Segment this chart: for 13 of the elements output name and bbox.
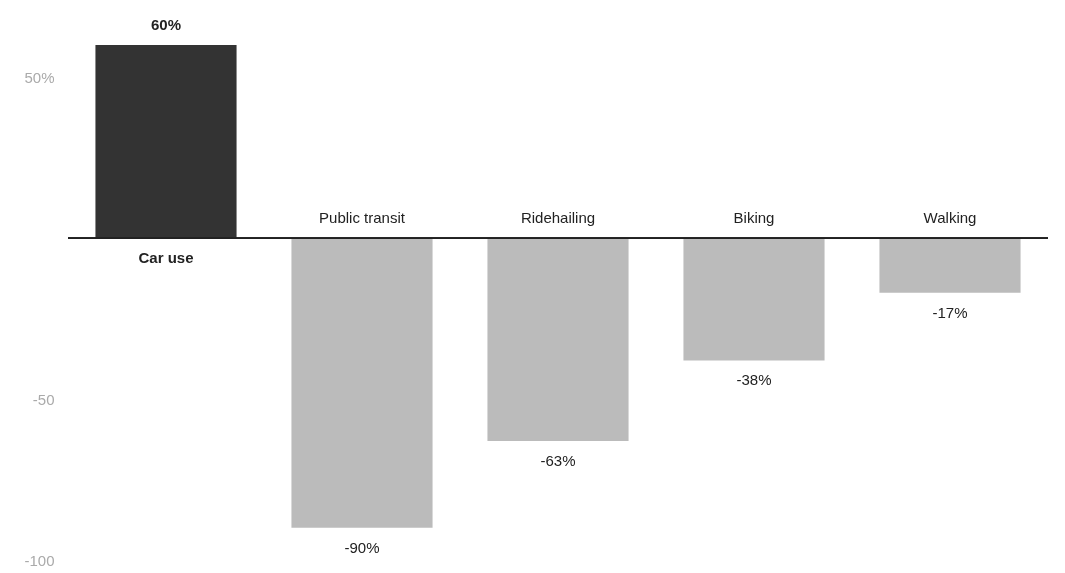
data-label: -90% [344,538,380,556]
x-tick-label: Ridehailing [520,209,596,227]
data-label: -38% [736,371,772,389]
x-tick-label: Walking [923,209,977,227]
y-tick-label: 50% [24,68,55,86]
data-label: -63% [540,451,576,469]
x-tick-label: Biking [733,209,775,227]
x-tick-label: Public transit [319,209,406,227]
data-label: 60% [150,16,182,33]
data-label: -17% [932,303,968,321]
x-tick-label: Car use [138,249,194,267]
y-tick-label: -50 [32,390,55,408]
y-tick-label: -100 [24,551,55,569]
